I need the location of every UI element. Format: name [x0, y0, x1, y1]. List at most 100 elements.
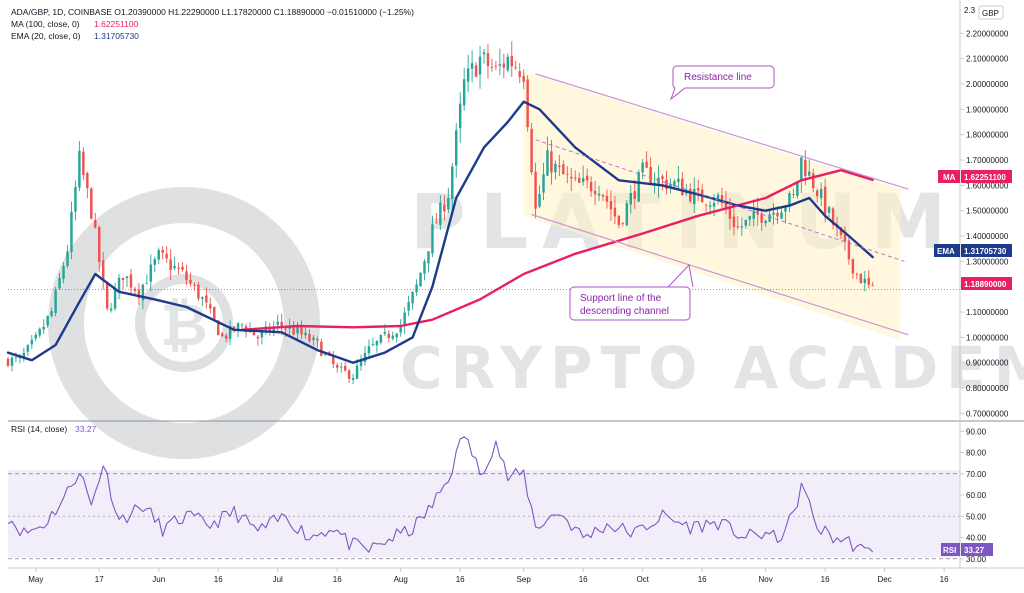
candle — [780, 207, 783, 220]
candle — [661, 174, 664, 191]
currency-badge[interactable]: GBP — [978, 5, 1004, 20]
candle — [669, 178, 672, 194]
candle — [343, 361, 347, 372]
candle — [296, 321, 299, 340]
candle — [22, 347, 26, 362]
candle — [534, 162, 537, 219]
time-tick: May — [28, 568, 43, 584]
candle — [427, 251, 430, 273]
candle — [458, 92, 462, 143]
time-tick: 16 — [579, 568, 588, 584]
ma-legend-value: 1.62251100 — [94, 19, 139, 29]
time-axis[interactable]: May 17 Jun 16 Jul 16 Aug 16 Sep 16 Oct 16 Nov 16 Dec 16 — [28, 568, 949, 584]
rsi-axis[interactable]: 90.00 80.00 70.00 60.00 50.00 40.00 30.00 — [960, 427, 987, 564]
candle — [391, 331, 394, 341]
candle — [276, 314, 279, 334]
candle — [843, 226, 847, 251]
candle — [764, 219, 767, 227]
time-tick: Sep — [517, 568, 531, 584]
time-tick: 16 — [698, 568, 707, 584]
candle — [601, 193, 605, 202]
candle — [177, 262, 180, 275]
price-tick-label: 0.80000000 — [966, 384, 1009, 393]
time-tick-label: 16 — [698, 575, 707, 584]
last-price-tag: 1.18890000 — [961, 277, 1012, 290]
candle — [748, 215, 751, 227]
candle — [169, 249, 172, 281]
resistance-annotation[interactable]: Resistance line — [669, 65, 775, 101]
rsi-tick: 30.00 — [960, 555, 987, 564]
candle — [205, 287, 208, 309]
candle — [304, 327, 307, 339]
price-tick: 0.90000000 — [960, 359, 1009, 368]
candle — [228, 320, 232, 346]
time-tick-label: 16 — [940, 575, 949, 584]
candle — [514, 60, 517, 70]
rsi-legend[interactable]: RSI (14, close) 33.27 — [11, 424, 97, 434]
candle — [347, 368, 351, 383]
candle — [339, 362, 343, 373]
candle — [209, 297, 212, 314]
candle — [490, 58, 494, 72]
time-tick-label: 16 — [821, 575, 830, 584]
candle — [819, 182, 823, 206]
candle — [308, 329, 311, 344]
candle — [546, 136, 549, 177]
candle — [371, 337, 375, 347]
ema-legend[interactable]: EMA (20, close, 0) 1.31705730 — [11, 31, 139, 41]
candle — [439, 195, 442, 230]
price-axis-top-tick: 2.3 — [964, 6, 976, 15]
candle — [581, 165, 585, 186]
rsi-tick-label: 60.00 — [966, 491, 987, 500]
candle — [173, 256, 176, 271]
candle — [506, 53, 510, 73]
ma-legend[interactable]: MA (100, close, 0) 1.62251100 — [11, 19, 139, 29]
price-tick-label: 1.60000000 — [966, 181, 1009, 190]
watermark-coin-inner — [135, 274, 233, 372]
candle — [784, 205, 787, 224]
candle — [720, 187, 724, 209]
resistance-line[interactable] — [535, 73, 909, 190]
rsi-tick-label: 90.00 — [966, 427, 987, 436]
support-annotation[interactable]: Support line of the descending channel — [569, 263, 694, 321]
candle — [673, 178, 676, 189]
candle — [411, 291, 414, 311]
watermark-line2: CRYPTO ACADEMY — [400, 334, 1024, 402]
candle — [6, 356, 10, 368]
support-line[interactable] — [531, 213, 909, 336]
candle — [62, 262, 65, 284]
candle — [462, 67, 466, 111]
price-tick: 0.80000000 — [960, 384, 1009, 393]
candle — [625, 200, 629, 227]
price-axis[interactable]: 2.20000000 2.10000000 2.00000000 1.90000000… — [960, 29, 1009, 418]
candle — [94, 212, 97, 230]
candle — [129, 268, 133, 295]
candle — [649, 157, 652, 186]
support-label-line1: Support line of the — [580, 293, 662, 304]
candle — [696, 179, 700, 201]
candle — [256, 334, 260, 346]
candle — [149, 254, 153, 292]
price-tick-label: 2.20000000 — [966, 29, 1009, 38]
candle — [399, 319, 402, 337]
candle — [574, 170, 577, 182]
candle — [502, 53, 506, 79]
candle — [316, 336, 319, 348]
candle — [98, 225, 101, 272]
candle — [867, 269, 870, 289]
symbol-legend[interactable]: ADA/GBP, 1D, COINBASE O1.20390000 H1.222… — [11, 7, 414, 17]
candle — [677, 165, 680, 189]
time-tick-label: 16 — [214, 575, 223, 584]
time-tick-label: Jul — [273, 575, 283, 584]
candle — [419, 272, 422, 288]
support-label-line2: descending channel — [580, 306, 669, 317]
price-tick-label: 2.10000000 — [966, 55, 1009, 64]
ma-tag-value: 1.62251100 — [964, 173, 1006, 182]
candle — [637, 169, 640, 203]
time-tick: 17 — [95, 568, 104, 584]
ma-price-tag: MA 1.62251100 — [938, 170, 1012, 183]
candle — [395, 332, 398, 343]
candle — [54, 286, 57, 317]
candle — [558, 154, 561, 177]
time-tick: Jul — [273, 568, 283, 584]
